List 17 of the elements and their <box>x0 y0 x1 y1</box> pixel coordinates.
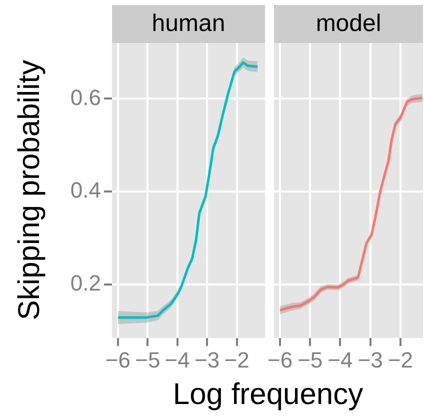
x-tick-label: −6 <box>105 347 130 372</box>
x-tick-label: −6 <box>267 347 293 372</box>
x-tick-label: −5 <box>135 347 160 372</box>
chart-title: model <box>274 5 423 43</box>
x-axis-title: Log frequency <box>172 378 364 412</box>
x-tick-label: −2 <box>224 347 250 372</box>
x-tick-label: −4 <box>164 347 190 372</box>
y-tick-label: 0.6 <box>70 84 101 110</box>
chart-title: human <box>112 5 265 43</box>
y-tick-label: 0.4 <box>70 178 101 203</box>
y-tick-label: 0.2 <box>70 270 101 296</box>
x-tick-label: −3 <box>194 347 220 372</box>
y-axis-title: Skipping probability <box>13 60 47 320</box>
x-tick-label: −3 <box>358 347 383 372</box>
x-tick-label: −2 <box>388 347 413 372</box>
x-tick-label: −4 <box>328 347 353 372</box>
x-tick-label: −5 <box>298 347 323 372</box>
